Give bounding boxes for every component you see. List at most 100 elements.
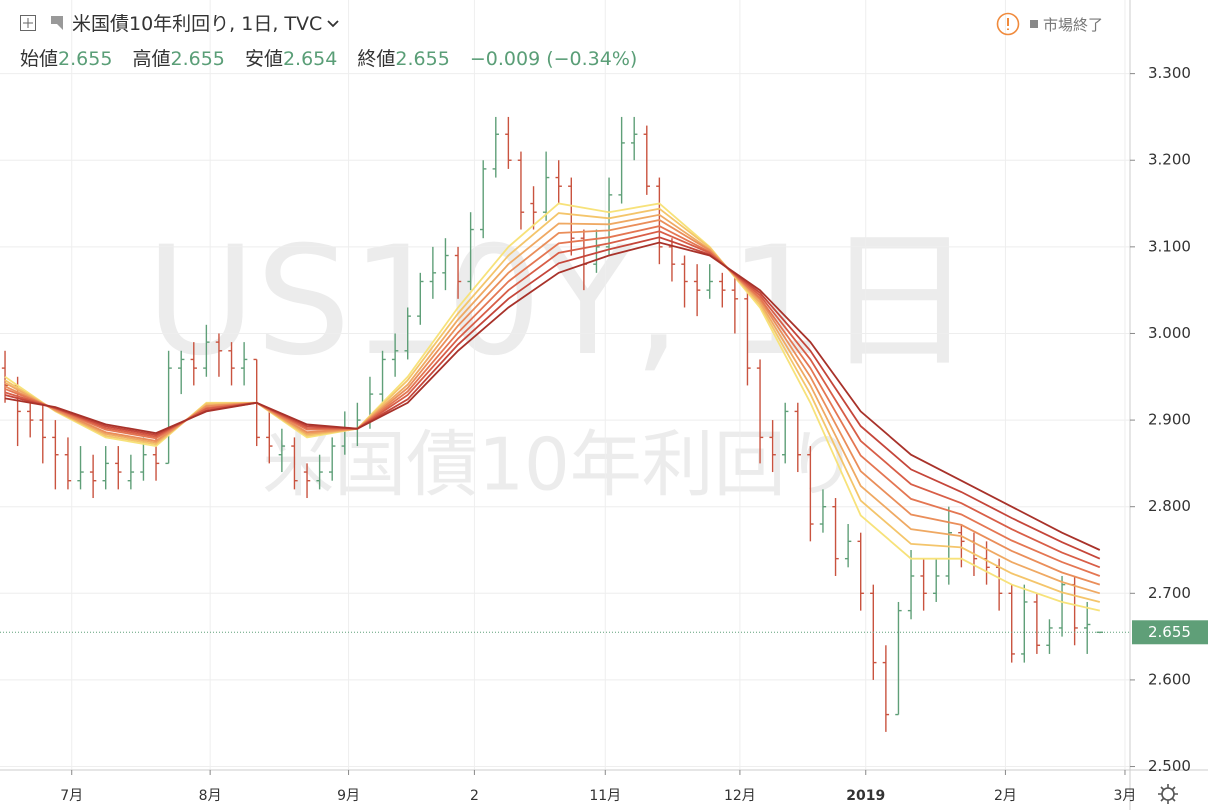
ohlc-bar: [240, 342, 248, 386]
ohlc-bar: [115, 446, 122, 490]
x-tick-label: 2月: [994, 788, 1017, 804]
ohlc-bar: [316, 454, 323, 490]
x-tick-label: 2019: [846, 788, 885, 804]
ohlc-bar: [618, 116, 625, 204]
x-tick-label: 9月: [337, 788, 360, 804]
ohlc-bar: [190, 342, 197, 386]
ohlc-bar: [530, 186, 537, 230]
low-label: 安値: [244, 48, 283, 70]
ohlc-bar: [794, 402, 801, 473]
y-tick-label: 3.300: [1148, 64, 1191, 82]
ohlc-bar: [542, 151, 550, 221]
ohlc-bar: [693, 264, 701, 317]
ohlc-bar: [907, 550, 915, 620]
gear[interactable]: [1161, 787, 1175, 801]
ohlc-bar: [643, 125, 650, 195]
ohlc-bar: [52, 420, 59, 490]
ohlc-bar: [920, 558, 927, 611]
ohlc-bar: [731, 272, 739, 334]
ohlc-bar: [593, 229, 600, 273]
ohlc-bar: [631, 116, 638, 161]
ohlc-bar: [782, 402, 789, 464]
ohlc-bar: [266, 411, 273, 464]
change: −0.009: [469, 48, 541, 70]
status-text: 市場終了: [1043, 15, 1104, 34]
ohlc-bar: [228, 342, 235, 386]
ohlc-bar: [77, 446, 84, 490]
low-value: 2.654: [282, 48, 338, 70]
ohlc-bar: [882, 645, 890, 732]
high-label: 高値: [132, 48, 171, 70]
y-tick-label: 2.500: [1148, 757, 1191, 775]
ohlc-bar: [933, 558, 940, 602]
ohlc-bar: [417, 272, 424, 325]
y-tick-label: 2.700: [1148, 584, 1191, 602]
ohlc-bar: [807, 446, 814, 542]
dropdown-icon[interactable]: [326, 18, 340, 28]
market-status: 市場終了: [996, 12, 1103, 36]
ohlc-bar: [467, 212, 474, 291]
watermark-symbol: US10Y, 1日: [146, 215, 974, 389]
ohlc-bar: [329, 437, 336, 481]
gear-teeth[interactable]: [1158, 784, 1178, 804]
ohlc-bar: [391, 333, 399, 377]
settings-icon[interactable]: [1158, 784, 1178, 804]
ohlc-bar: [127, 454, 135, 490]
ohlc-bar: [178, 350, 185, 395]
ohlc-bar: [681, 255, 688, 308]
open-value: 2.655: [58, 48, 113, 70]
status-dot: [1030, 20, 1038, 28]
ohlc-bar: [303, 463, 311, 499]
ohlc-bar: [719, 272, 726, 308]
alert-icon[interactable]: [996, 12, 1020, 36]
ohlc-bar: [706, 264, 713, 299]
ohlc-bar: [379, 350, 386, 403]
ohlc-bar: [429, 246, 437, 299]
ohlc-bar: [165, 350, 172, 465]
x-tick-label: 8月: [199, 788, 222, 804]
ohlc-bar: [819, 489, 827, 533]
ohlc-bar: [756, 359, 764, 464]
x-tick-label: 11月: [589, 788, 621, 804]
ohlc-bar: [215, 333, 223, 377]
y-tick-label: 3.100: [1148, 237, 1191, 255]
ohlc-bar: [203, 324, 210, 377]
y-tick-label: 2.800: [1148, 497, 1191, 515]
ohlc-bar: [1021, 584, 1028, 663]
ohlc-bar: [1046, 619, 1053, 654]
ohlc-bar: [278, 428, 286, 473]
close-label: 終値: [357, 48, 396, 70]
ohlc-bar: [505, 116, 512, 169]
flag-icon[interactable]: [50, 15, 64, 31]
x-tick-label: 3月: [1114, 788, 1137, 804]
ohlc-row: 始値2.655 高値2.655 安値2.654 終値2.655 −0.009 (−…: [20, 44, 651, 71]
y-tick-label: 2.600: [1148, 670, 1191, 688]
ohlc-bar: [89, 454, 97, 499]
last-price-label: 2.655: [1148, 623, 1191, 641]
high-value: 2.655: [170, 48, 225, 70]
ohlc-bar: [39, 402, 46, 464]
expand-icon[interactable]: [20, 14, 36, 31]
ohlc-bar: [832, 498, 839, 576]
ohlc-bar: [1033, 593, 1041, 654]
ohlc-bar: [844, 524, 852, 568]
ohlc-bar: [1096, 631, 1103, 634]
ohlc-bar: [744, 290, 751, 386]
y-tick-label: 2.900: [1148, 411, 1191, 429]
change-percent: (−0.34%): [546, 48, 638, 70]
ohlc-bar: [102, 446, 109, 490]
y-tick-label: 3.000: [1148, 324, 1191, 342]
ohlc-bar: [442, 238, 449, 291]
y-tick-label: 3.200: [1148, 151, 1191, 169]
title: 米国債10年利回り, 1日, TVC: [72, 13, 323, 35]
x-tick-label: 7月: [60, 788, 83, 804]
ohlc-bar: [517, 151, 525, 230]
open-label: 始値: [20, 48, 59, 70]
ohlc-bar: [769, 420, 776, 473]
ohlc-bar: [895, 601, 902, 716]
last-price-box: [1132, 620, 1208, 645]
ohlc-bar: [958, 524, 965, 568]
ohlc-bar: [480, 160, 487, 239]
